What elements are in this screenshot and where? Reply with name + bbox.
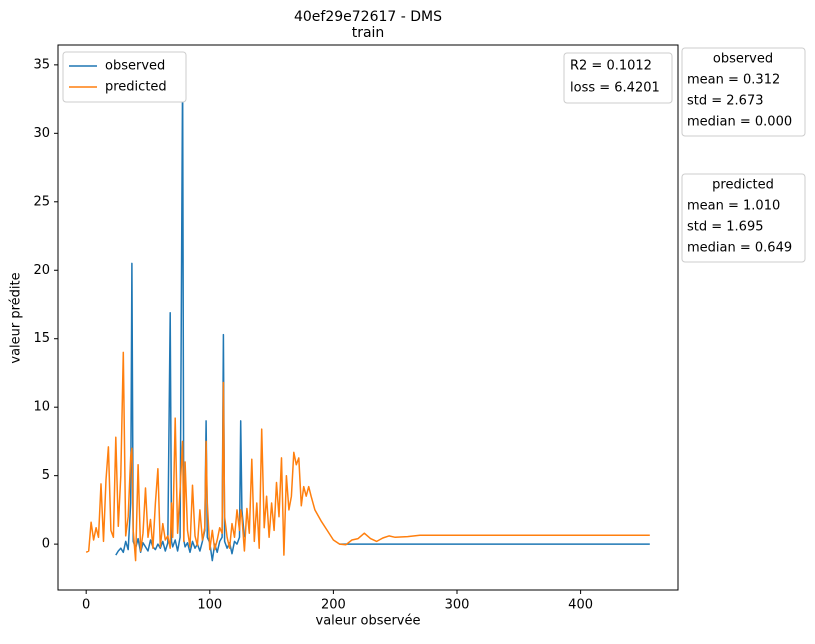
plot-frame [57,44,679,591]
series-line [115,70,650,562]
annotation: R2 = 0.1012 [570,59,652,74]
stats-title: predicted [712,178,774,193]
x-tick-label: 400 [568,598,593,613]
legend-box [62,51,187,103]
x-axis-label: valeur observée [316,614,421,629]
y-tick-label: 5 [42,468,50,483]
annotation: loss = 6.4201 [570,81,660,96]
x-tick-label: 0 [82,598,90,613]
y-axis-label: valeur prédite [9,272,24,363]
chart-subtitle: train [352,25,385,41]
stats-line: std = 1.695 [687,220,764,235]
annotation-box [563,52,673,104]
y-tick-label: 0 [42,537,50,552]
y-tick-label: 25 [33,194,50,209]
y-tick-label: 20 [33,263,50,278]
x-tick-label: 100 [197,598,222,613]
stats-box [681,173,806,263]
stats-title: observed [713,52,773,67]
x-tick-label: 300 [445,598,470,613]
stats-line: std = 2.673 [687,94,764,109]
stats-line: mean = 0.312 [687,73,780,88]
legend-label: predicted [105,80,167,95]
y-tick-label: 15 [33,331,50,346]
x-tick-label: 200 [321,598,346,613]
legend-label: observed [105,59,165,74]
stats-line: mean = 1.010 [687,199,780,214]
y-tick-label: 35 [33,57,50,72]
stats-line: median = 0.649 [687,241,792,256]
y-tick-label: 30 [33,126,50,141]
series-line [85,351,650,562]
chart-title: 40ef29e72617 - DMS [294,9,442,25]
stats-line: median = 0.000 [687,115,792,130]
stats-box [681,47,806,137]
y-tick-label: 10 [33,400,50,415]
